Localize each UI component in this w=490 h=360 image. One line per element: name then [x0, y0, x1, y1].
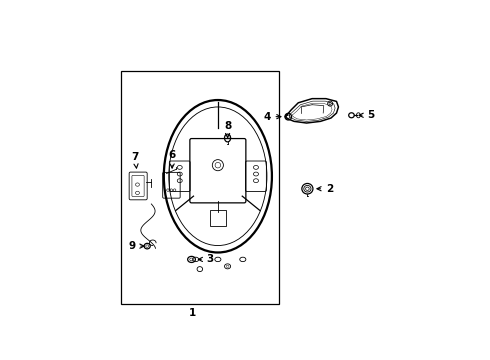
Text: 2: 2 — [317, 184, 333, 194]
Text: 9: 9 — [128, 241, 144, 251]
Text: 5: 5 — [359, 110, 375, 120]
Text: 6: 6 — [169, 150, 176, 168]
Text: 1: 1 — [189, 309, 196, 319]
Bar — [121, 71, 279, 304]
Text: 3: 3 — [198, 255, 214, 264]
Text: 4: 4 — [263, 112, 281, 122]
Text: 8: 8 — [224, 121, 231, 138]
Text: 7: 7 — [132, 152, 139, 168]
